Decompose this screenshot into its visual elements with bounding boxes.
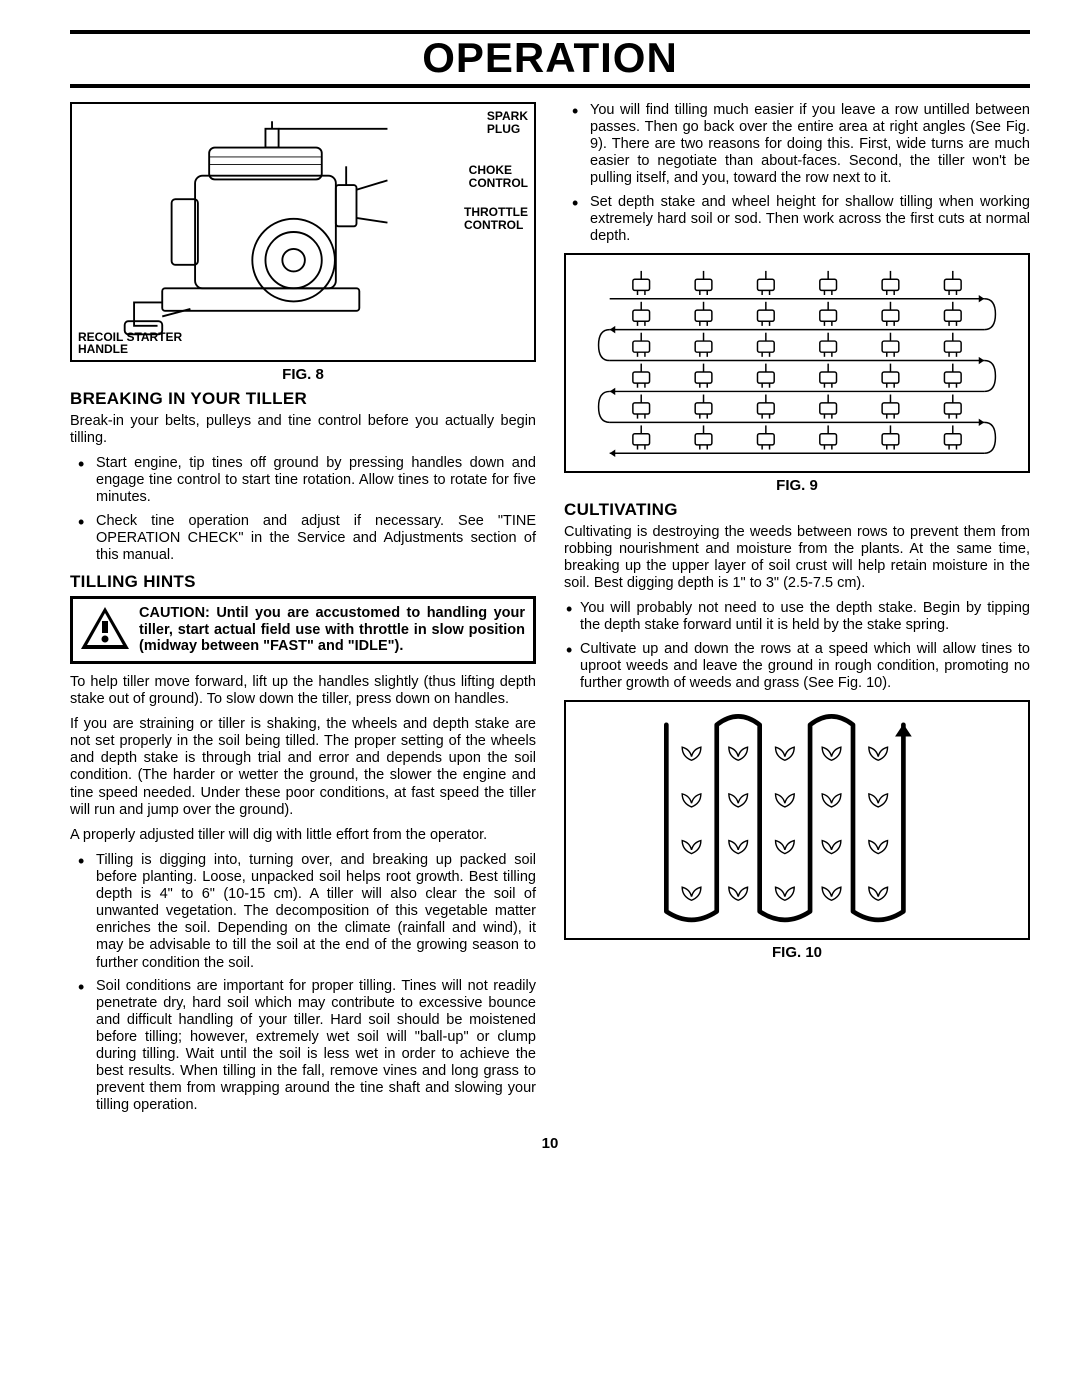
page-number: 10 — [70, 1135, 1030, 1152]
label-recoil-starter: RECOIL STARTER HANDLE — [78, 331, 182, 356]
list-item: Tilling is digging into, turning over, a… — [70, 852, 536, 972]
figure-9-tilling-pattern — [572, 261, 1022, 465]
left-column: SPARK PLUG CHOKE CONTROL THROTTLE CONTRO… — [70, 102, 536, 1123]
warning-triangle-icon — [79, 605, 131, 653]
cultivating-intro: Cultivating is destroying the weeds betw… — [564, 524, 1030, 592]
right-column: You will find tilling much easier if you… — [564, 102, 1030, 1123]
heading-cultivating: CULTIVATING — [564, 500, 1030, 520]
list-item: You will probably not need to use the de… — [564, 600, 1030, 634]
breaking-in-intro: Break-in your belts, pulleys and tine co… — [70, 413, 536, 447]
figure-10-box — [564, 700, 1030, 940]
caution-box: CAUTION: Until you are accustomed to han… — [70, 596, 536, 664]
label-spark-plug: SPARK PLUG — [487, 110, 528, 135]
tilling-bullet-list: Tilling is digging into, turning over, a… — [70, 852, 536, 1115]
page-title: OPERATION — [70, 34, 1030, 88]
two-column-layout: SPARK PLUG CHOKE CONTROL THROTTLE CONTRO… — [70, 102, 1030, 1123]
list-item: Check tine operation and adjust if neces… — [70, 513, 536, 564]
tilling-p1: To help tiller move forward, lift up the… — [70, 674, 536, 708]
list-item: Cultivate up and down the rows at a spee… — [564, 641, 1030, 692]
cultivating-list: You will probably not need to use the de… — [564, 600, 1030, 692]
label-choke-control: CHOKE CONTROL — [469, 164, 528, 189]
list-item: You will find tilling much easier if you… — [564, 102, 1030, 188]
label-throttle-control: THROTTLE CONTROL — [464, 206, 528, 231]
figure-8-engine-diagram — [78, 110, 528, 354]
right-top-list: You will find tilling much easier if you… — [564, 102, 1030, 245]
figure-8-box: SPARK PLUG CHOKE CONTROL THROTTLE CONTRO… — [70, 102, 536, 362]
list-item: Start engine, tip tines off ground by pr… — [70, 455, 536, 506]
list-item: Soil conditions are important for proper… — [70, 978, 536, 1115]
caution-text: CAUTION: Until you are accustomed to han… — [139, 605, 525, 655]
figure-9-box — [564, 253, 1030, 473]
figure-10-caption: FIG. 10 — [564, 944, 1030, 961]
figure-8-caption: FIG. 8 — [70, 366, 536, 383]
tilling-p3: A properly adjusted tiller will dig with… — [70, 827, 536, 844]
list-item: Set depth stake and wheel height for sha… — [564, 194, 1030, 245]
figure-9-caption: FIG. 9 — [564, 477, 1030, 494]
heading-tilling-hints: TILLING HINTS — [70, 572, 536, 592]
heading-breaking-in: BREAKING IN YOUR TILLER — [70, 389, 536, 409]
breaking-in-list: Start engine, tip tines off ground by pr… — [70, 455, 536, 564]
figure-10-cultivating-path — [572, 708, 1022, 932]
tilling-p2: If you are straining or tiller is shakin… — [70, 716, 536, 819]
